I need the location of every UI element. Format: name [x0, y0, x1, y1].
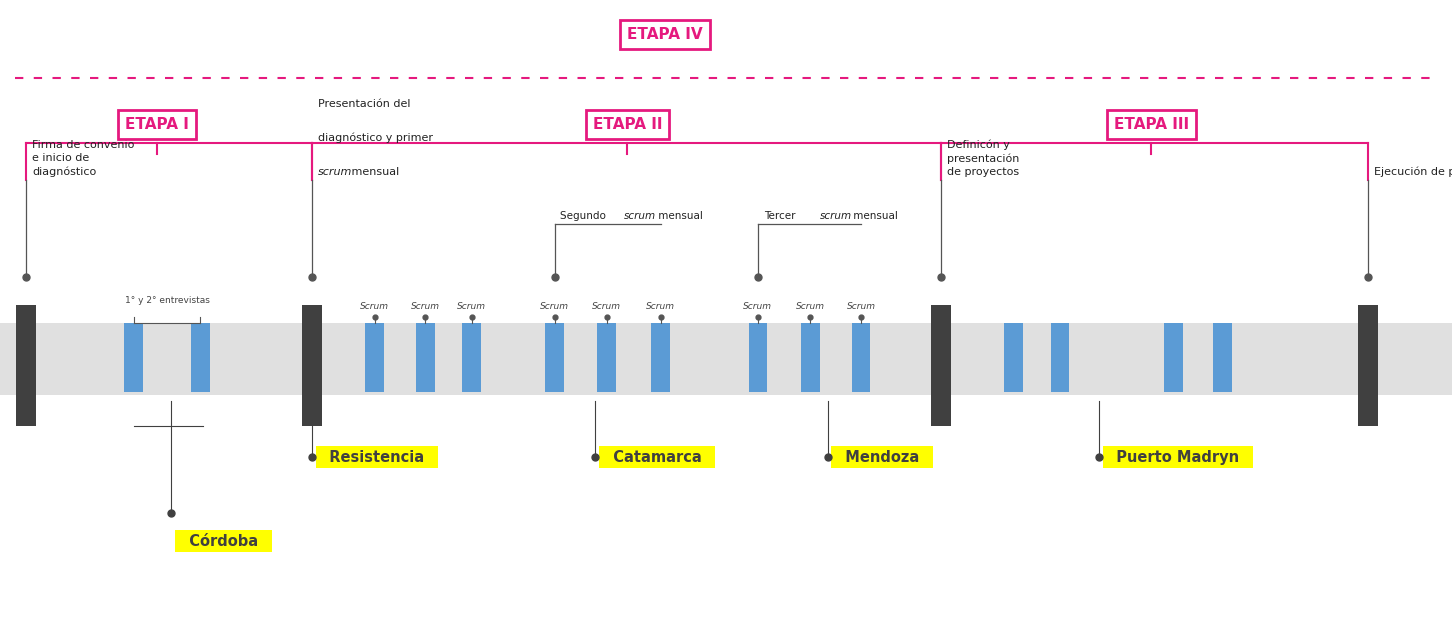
Text: diagnóstico y primer: diagnóstico y primer — [318, 132, 433, 143]
Bar — [802, 323, 820, 392]
Text: Definicón y
presentación
de proyectos: Definicón y presentación de proyectos — [947, 140, 1019, 177]
Text: Scrum: Scrum — [540, 302, 569, 311]
Bar — [123, 323, 142, 392]
Text: Scrum: Scrum — [743, 302, 772, 311]
Bar — [931, 305, 951, 426]
Bar — [851, 323, 871, 392]
Text: Firma de convenio
e inicio de
diagnóstico: Firma de convenio e inicio de diagnóstic… — [32, 140, 135, 177]
Bar — [1358, 305, 1378, 426]
Bar — [192, 323, 211, 392]
Text: Presentación del: Presentación del — [318, 99, 411, 109]
Bar — [598, 323, 616, 392]
Text: Resistencia: Resistencia — [319, 450, 434, 465]
Text: Segundo: Segundo — [560, 211, 610, 221]
Bar — [1214, 323, 1231, 392]
Bar — [1005, 323, 1022, 392]
Bar — [1165, 323, 1183, 392]
Bar — [462, 323, 482, 392]
Text: mensual: mensual — [655, 211, 703, 221]
Bar — [749, 323, 768, 392]
Text: Scrum: Scrum — [796, 302, 825, 311]
Text: Scrum: Scrum — [646, 302, 675, 311]
Bar — [0, 323, 1452, 395]
Text: scrum: scrum — [318, 167, 353, 177]
Bar — [650, 323, 669, 392]
Text: Scrum: Scrum — [360, 302, 389, 311]
Text: Catamarca: Catamarca — [603, 450, 711, 465]
Text: Córdoba: Córdoba — [179, 534, 269, 549]
Bar — [415, 323, 436, 392]
Text: scrum: scrum — [819, 211, 852, 221]
Text: mensual: mensual — [348, 167, 399, 177]
Text: Ejecución de proyecto: Ejecución de proyecto — [1374, 167, 1452, 177]
Text: scrum: scrum — [624, 211, 656, 221]
Bar — [546, 323, 563, 392]
Text: Tercer: Tercer — [764, 211, 799, 221]
Text: Scrum: Scrum — [411, 302, 440, 311]
Bar — [1050, 323, 1069, 392]
Text: Scrum: Scrum — [457, 302, 486, 311]
Bar — [16, 305, 36, 426]
Text: mensual: mensual — [851, 211, 897, 221]
Text: Puerto Madryn: Puerto Madryn — [1106, 450, 1250, 465]
Text: Scrum: Scrum — [847, 302, 876, 311]
Text: ETAPA I: ETAPA I — [125, 117, 189, 132]
Text: 1° y 2° entrevistas: 1° y 2° entrevistas — [125, 296, 209, 305]
Text: ETAPA III: ETAPA III — [1114, 117, 1189, 132]
Text: ETAPA IV: ETAPA IV — [627, 27, 703, 42]
Bar — [302, 305, 322, 426]
Bar — [366, 323, 383, 392]
Text: ETAPA II: ETAPA II — [592, 117, 662, 132]
Text: Scrum: Scrum — [592, 302, 621, 311]
Text: Mendoza: Mendoza — [835, 450, 929, 465]
